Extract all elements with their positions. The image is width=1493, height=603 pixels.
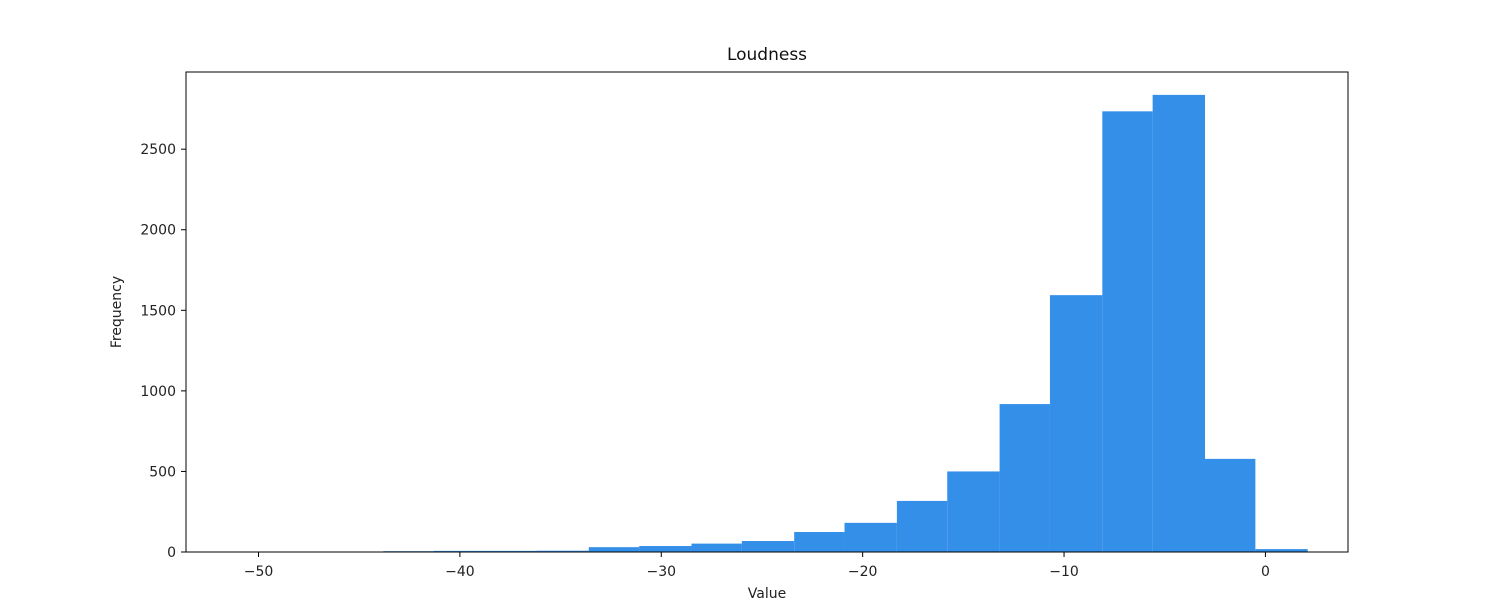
plot-frame [185,71,1349,553]
y-axis-title: Frequency [109,276,125,348]
histogram-bar [844,522,897,552]
histogram-bar [1102,111,1153,552]
x-tick-label: −40 [445,564,475,580]
histogram-bar [947,471,1000,552]
histogram-bar [1255,549,1308,552]
histogram-bar [1049,295,1103,552]
x-tick-label: −20 [848,564,878,580]
x-tick-label: −50 [244,564,274,580]
histogram-bar [999,404,1050,552]
histogram-bar [794,532,845,552]
x-axis-title: Value [748,586,786,602]
y-tick-label: 2000 [140,223,176,239]
y-tick-label: 2500 [140,142,176,158]
histogram-bar [486,550,537,552]
x-tick-label: −30 [646,564,676,580]
histogram-bar [896,500,948,552]
histogram-bar [1205,458,1256,552]
histogram-bars [228,94,1308,552]
y-tick-label: 1500 [140,303,176,319]
histogram-bar [433,550,487,552]
histogram-bar [741,541,795,552]
y-tick-label: 1000 [140,384,176,400]
histogram-bar [691,543,742,552]
y-axis-ticks: 0 500 1000 1500 2000 2500 [140,142,186,561]
x-tick-label: −10 [1049,564,1079,580]
histogram-bar [639,546,692,552]
histogram-bar [588,547,640,552]
histogram-bar [536,550,589,552]
histogram-bar [1152,94,1206,552]
y-tick-label: 500 [149,464,176,480]
x-axis-ticks: −50 −40 −30 −20 −10 0 [244,552,1270,580]
chart-title: Loudness [727,45,807,65]
y-tick-label: 0 [167,545,176,561]
x-tick-label: 0 [1261,564,1270,580]
